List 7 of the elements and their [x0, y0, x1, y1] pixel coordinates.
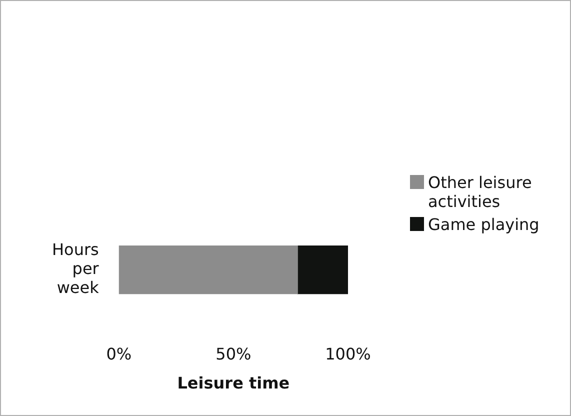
x-tick-label: 0%	[106, 344, 132, 364]
legend-label: Game playing	[428, 215, 540, 234]
legend-label: Other leisure activities	[428, 173, 533, 211]
x-tick-label: 100%	[325, 344, 371, 364]
x-tick-label: 50%	[216, 344, 252, 364]
x-axis-title: Leisure time	[177, 374, 290, 393]
y-tick-label: Hours per week	[52, 240, 100, 298]
